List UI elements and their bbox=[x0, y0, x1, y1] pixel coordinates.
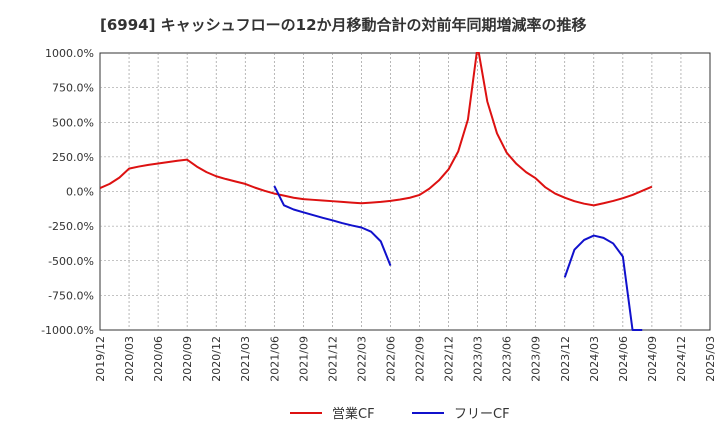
x-tick-label: 2025/03 bbox=[704, 336, 717, 382]
x-tick-label: 2023/09 bbox=[530, 336, 543, 382]
y-tick-label: -750.0% bbox=[48, 289, 94, 302]
x-tick-label: 2024/12 bbox=[675, 336, 688, 382]
series-line-1 bbox=[100, 52, 653, 207]
x-tick-label: 2021/12 bbox=[326, 336, 339, 382]
x-tick-label: 2022/12 bbox=[443, 336, 456, 382]
x-tick-label: 2020/09 bbox=[181, 336, 194, 382]
series-line-2 bbox=[273, 185, 643, 331]
x-tick-label: 2022/09 bbox=[414, 336, 427, 382]
legend-label-1: 営業CF bbox=[332, 406, 375, 422]
y-tick-label: -1000.0% bbox=[41, 324, 94, 337]
y-tick-label: 500.0% bbox=[52, 116, 94, 129]
y-tick-label: 250.0% bbox=[52, 151, 94, 164]
x-tick-label: 2022/06 bbox=[384, 336, 397, 382]
y-tick-label: 0.0% bbox=[66, 186, 94, 199]
legend-label-2: フリーCF bbox=[454, 407, 510, 422]
x-tick-label: 2023/06 bbox=[501, 336, 514, 382]
x-tick-label: 2024/06 bbox=[617, 336, 630, 382]
plot-area bbox=[99, 52, 711, 331]
y-tick-label: -250.0% bbox=[48, 220, 94, 233]
series-layer bbox=[100, 52, 653, 331]
y-tick-label: 1000.0% bbox=[45, 47, 94, 60]
x-axis: 2019/12 2020/03 2020/06 2020/09 2020/12 2021/… bbox=[94, 336, 717, 382]
x-tick-label: 2024/09 bbox=[646, 336, 659, 382]
x-tick-label: 2023/03 bbox=[472, 336, 485, 382]
x-tick-label: 2021/06 bbox=[268, 336, 281, 382]
x-tick-label: 2021/09 bbox=[297, 336, 310, 382]
y-tick-label: -500.0% bbox=[48, 255, 94, 268]
chart-title: [6994] キャッシュフローの12か月移動合計の対前年同期増減率の推移 bbox=[100, 16, 587, 34]
x-tick-label: 2023/12 bbox=[559, 336, 572, 382]
x-tick-label: 2020/12 bbox=[210, 336, 223, 382]
legend: 営業CF フリーCF bbox=[290, 406, 510, 422]
y-tick-label: 750.0% bbox=[52, 82, 94, 95]
x-tick-label: 2019/12 bbox=[94, 336, 107, 382]
x-tick-label: 2020/06 bbox=[152, 336, 165, 382]
x-tick-label: 2021/03 bbox=[239, 336, 252, 382]
x-tick-label: 2020/03 bbox=[123, 336, 136, 382]
x-tick-label: 2022/03 bbox=[355, 336, 368, 382]
x-tick-label: 2024/03 bbox=[588, 336, 601, 382]
y-axis: 1000.0% 750.0% 500.0% 250.0% 0.0% -250.0% -500… bbox=[41, 47, 94, 337]
